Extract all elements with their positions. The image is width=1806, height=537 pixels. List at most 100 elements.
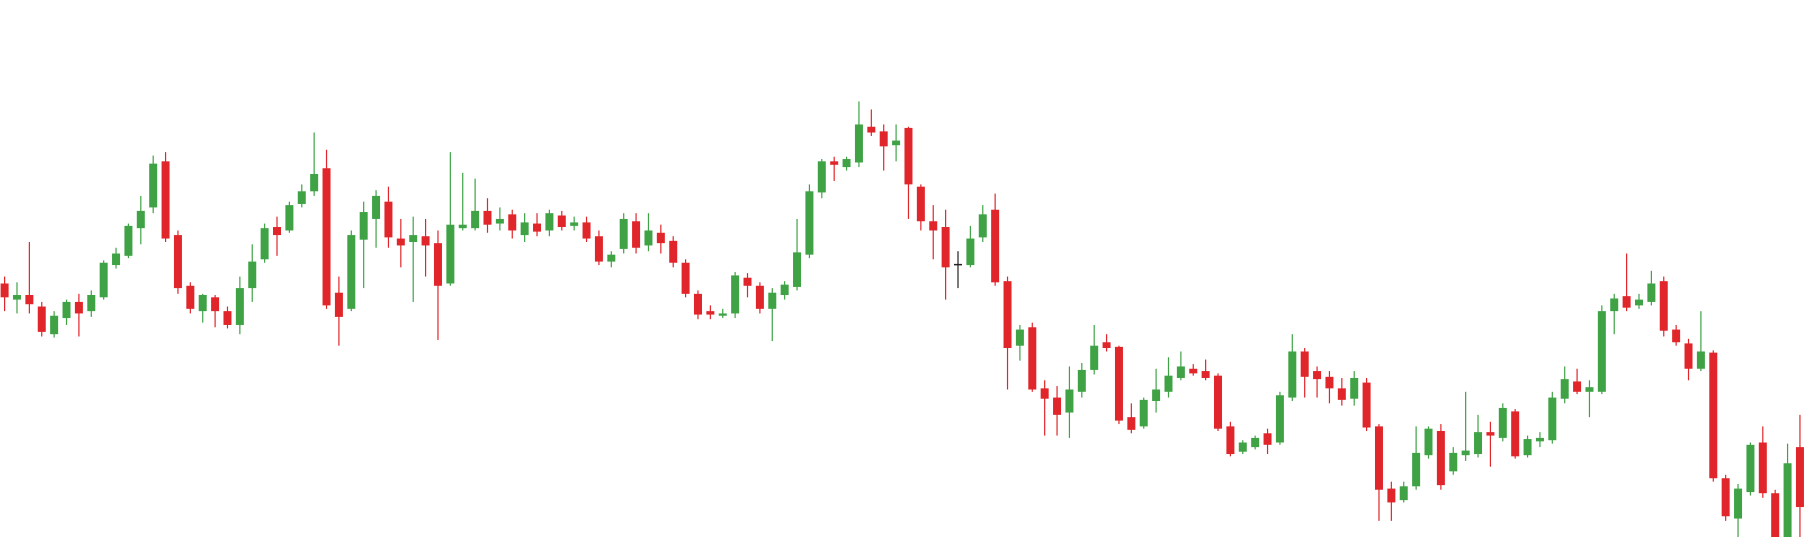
candle-body: [1028, 327, 1037, 390]
candle-body: [223, 311, 232, 325]
candle-body: [656, 232, 665, 244]
candle-body: [805, 191, 814, 255]
candle-body: [1214, 375, 1223, 429]
candle-body: [1362, 382, 1371, 428]
candle-body: [273, 227, 282, 236]
candle-body: [74, 301, 83, 314]
candle-body: [1659, 281, 1668, 331]
candle-body: [768, 292, 777, 309]
candle-body: [1102, 342, 1111, 349]
candle-body: [1486, 432, 1495, 436]
candle-body: [1622, 296, 1631, 308]
candle-body: [731, 275, 740, 314]
candle-body: [854, 124, 863, 163]
candle-body: [879, 131, 888, 147]
candle-body: [582, 222, 591, 239]
candle-body: [1709, 352, 1718, 479]
candle-body: [1647, 283, 1656, 302]
candle-body: [1696, 351, 1705, 369]
candle-body: [1783, 463, 1792, 537]
candle-body: [1412, 452, 1421, 487]
candle-body: [1139, 399, 1148, 427]
candle-body: [594, 236, 603, 262]
candle-body: [1634, 299, 1643, 306]
candle-body: [186, 285, 195, 309]
candle-body: [830, 161, 839, 165]
candle-body: [693, 293, 702, 315]
candle-body: [619, 218, 628, 249]
candle-body: [644, 230, 653, 246]
candle-body: [978, 214, 987, 238]
candle-body: [991, 209, 1000, 283]
candle-body: [1424, 428, 1433, 456]
candle-body: [1498, 407, 1507, 438]
candle-body: [1226, 426, 1235, 455]
candle-body: [607, 254, 616, 262]
candle-body: [966, 238, 975, 266]
candle-body: [37, 306, 46, 332]
candle-body: [793, 252, 802, 287]
candle-body: [1771, 493, 1780, 537]
candle-body: [1114, 346, 1123, 421]
candle-body: [495, 218, 504, 224]
candle-body: [347, 235, 356, 309]
candle-body: [421, 236, 430, 246]
candle-body: [755, 285, 764, 309]
candle-body: [396, 238, 405, 246]
candle-body: [1300, 351, 1309, 377]
candle-body: [1040, 388, 1049, 399]
candle-body: [310, 174, 319, 192]
candle-body: [446, 224, 455, 284]
candle-body: [161, 161, 170, 239]
candle-body: [198, 295, 207, 312]
candle-body: [458, 224, 467, 229]
candle-body: [1474, 432, 1483, 455]
candle-body: [1672, 329, 1681, 343]
candle-body: [545, 213, 554, 231]
candle-body: [1374, 426, 1383, 490]
candle-body: [1523, 439, 1532, 456]
candle-body: [1003, 281, 1012, 349]
candle-body: [1585, 387, 1594, 392]
candle-body: [929, 221, 938, 231]
candle-body: [1090, 345, 1099, 370]
candle-body: [297, 191, 306, 204]
candle-body: [112, 253, 121, 266]
candle-body: [433, 243, 442, 286]
candle-body: [334, 292, 343, 317]
candle-body: [1015, 329, 1024, 346]
candle-body: [1313, 371, 1322, 380]
candle-body: [1201, 371, 1210, 378]
candle-body: [1461, 450, 1470, 456]
candle-body: [1758, 442, 1767, 494]
candle-body: [669, 240, 678, 263]
candle-body: [743, 277, 752, 286]
candle-body: [1610, 298, 1619, 312]
candle-body: [892, 140, 901, 146]
candle-body: [384, 201, 393, 238]
candle-body: [842, 159, 851, 168]
candle-body: [1152, 389, 1161, 402]
candle-body: [1387, 488, 1396, 503]
candle-body: [941, 227, 950, 268]
candle-body: [1560, 379, 1569, 399]
candle-body: [1399, 486, 1408, 501]
candle-body: [359, 212, 368, 240]
candle-body: [867, 126, 876, 133]
candle-body: [0, 283, 9, 298]
candle-body: [409, 235, 418, 242]
candle-body: [916, 186, 925, 222]
candle-body: [1189, 368, 1198, 374]
candle-body: [718, 313, 727, 316]
candle-body: [817, 161, 826, 193]
candle-body: [99, 262, 108, 298]
candle-body: [1535, 437, 1544, 442]
candle-body: [124, 225, 133, 256]
candle-body: [1795, 447, 1804, 508]
candle-body: [520, 222, 529, 236]
candle-body: [1337, 388, 1346, 400]
candle-body: [1684, 343, 1693, 369]
candle-body: [149, 163, 158, 208]
